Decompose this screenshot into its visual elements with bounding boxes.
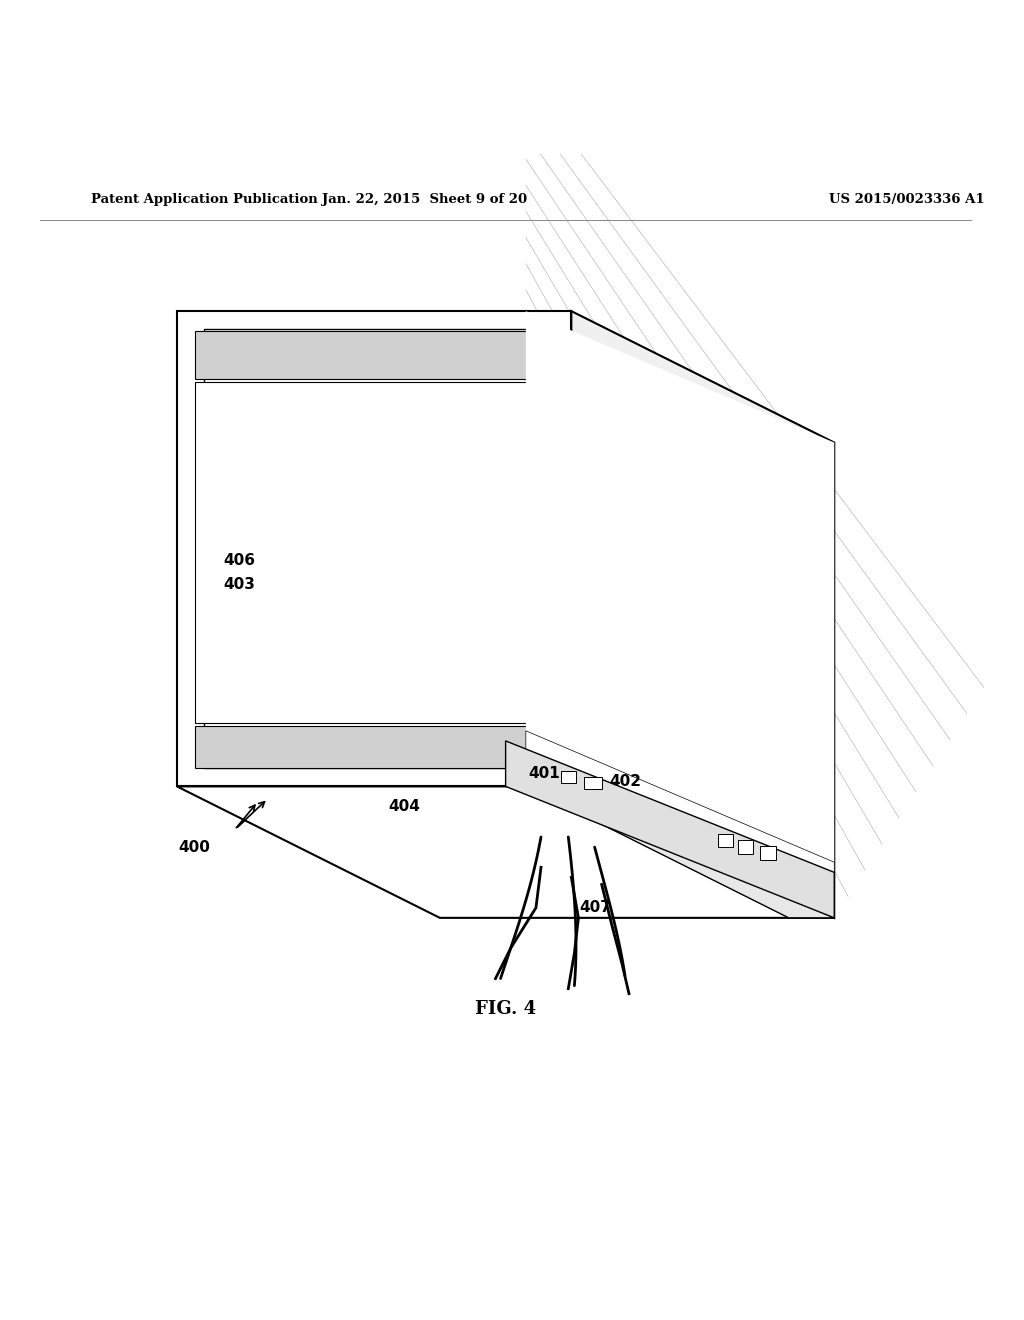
Text: 407: 407 [580, 900, 611, 915]
Polygon shape [561, 771, 577, 783]
Polygon shape [204, 329, 562, 768]
Text: US 2015/0023336 A1: US 2015/0023336 A1 [829, 194, 985, 206]
Polygon shape [526, 312, 835, 917]
Text: Patent Application Publication: Patent Application Publication [91, 194, 317, 206]
Text: FIG. 4: FIG. 4 [475, 999, 537, 1018]
Polygon shape [177, 787, 835, 917]
Polygon shape [506, 741, 835, 917]
Polygon shape [761, 846, 775, 861]
Text: Jan. 22, 2015  Sheet 9 of 20: Jan. 22, 2015 Sheet 9 of 20 [323, 194, 527, 206]
Text: 403: 403 [223, 577, 255, 591]
Polygon shape [526, 787, 835, 917]
Polygon shape [738, 840, 754, 854]
Polygon shape [196, 726, 554, 768]
Polygon shape [718, 834, 733, 847]
Polygon shape [196, 381, 554, 722]
Polygon shape [177, 312, 571, 787]
Text: 404: 404 [388, 799, 421, 814]
Polygon shape [526, 731, 835, 917]
Polygon shape [585, 777, 602, 789]
Polygon shape [196, 331, 554, 379]
Text: 406: 406 [223, 553, 255, 569]
Polygon shape [571, 312, 835, 917]
Text: 400: 400 [178, 840, 210, 854]
Text: 402: 402 [609, 774, 641, 789]
Text: 401: 401 [528, 766, 560, 780]
